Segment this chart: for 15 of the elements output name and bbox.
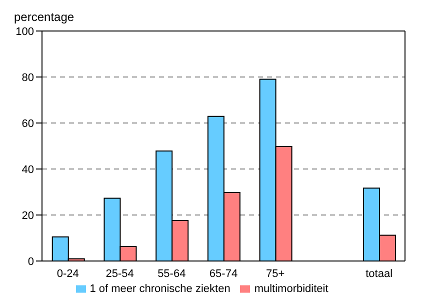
y-axis-title: percentage [14, 10, 74, 24]
y-tick-label: 20 [22, 210, 34, 222]
x-tick-label: 0-24 [56, 268, 79, 280]
x-tick-label: 75+ [266, 268, 285, 280]
y-tick-label: 80 [22, 72, 34, 84]
legend-label: 1 of meer chronische ziekten [90, 283, 230, 295]
x-tick-label: 25-54 [106, 268, 134, 280]
legend-label: multimorbiditeit [254, 283, 328, 295]
x-tick-label: 55-64 [158, 268, 186, 280]
y-tick-label: 100 [16, 26, 34, 38]
y-tick-label: 0 [28, 256, 34, 268]
y-tick-label: 60 [22, 118, 34, 130]
x-tick-label: 65-74 [209, 268, 238, 280]
y-tick-label: 40 [22, 164, 34, 176]
x-tick-label: totaal [366, 268, 393, 280]
